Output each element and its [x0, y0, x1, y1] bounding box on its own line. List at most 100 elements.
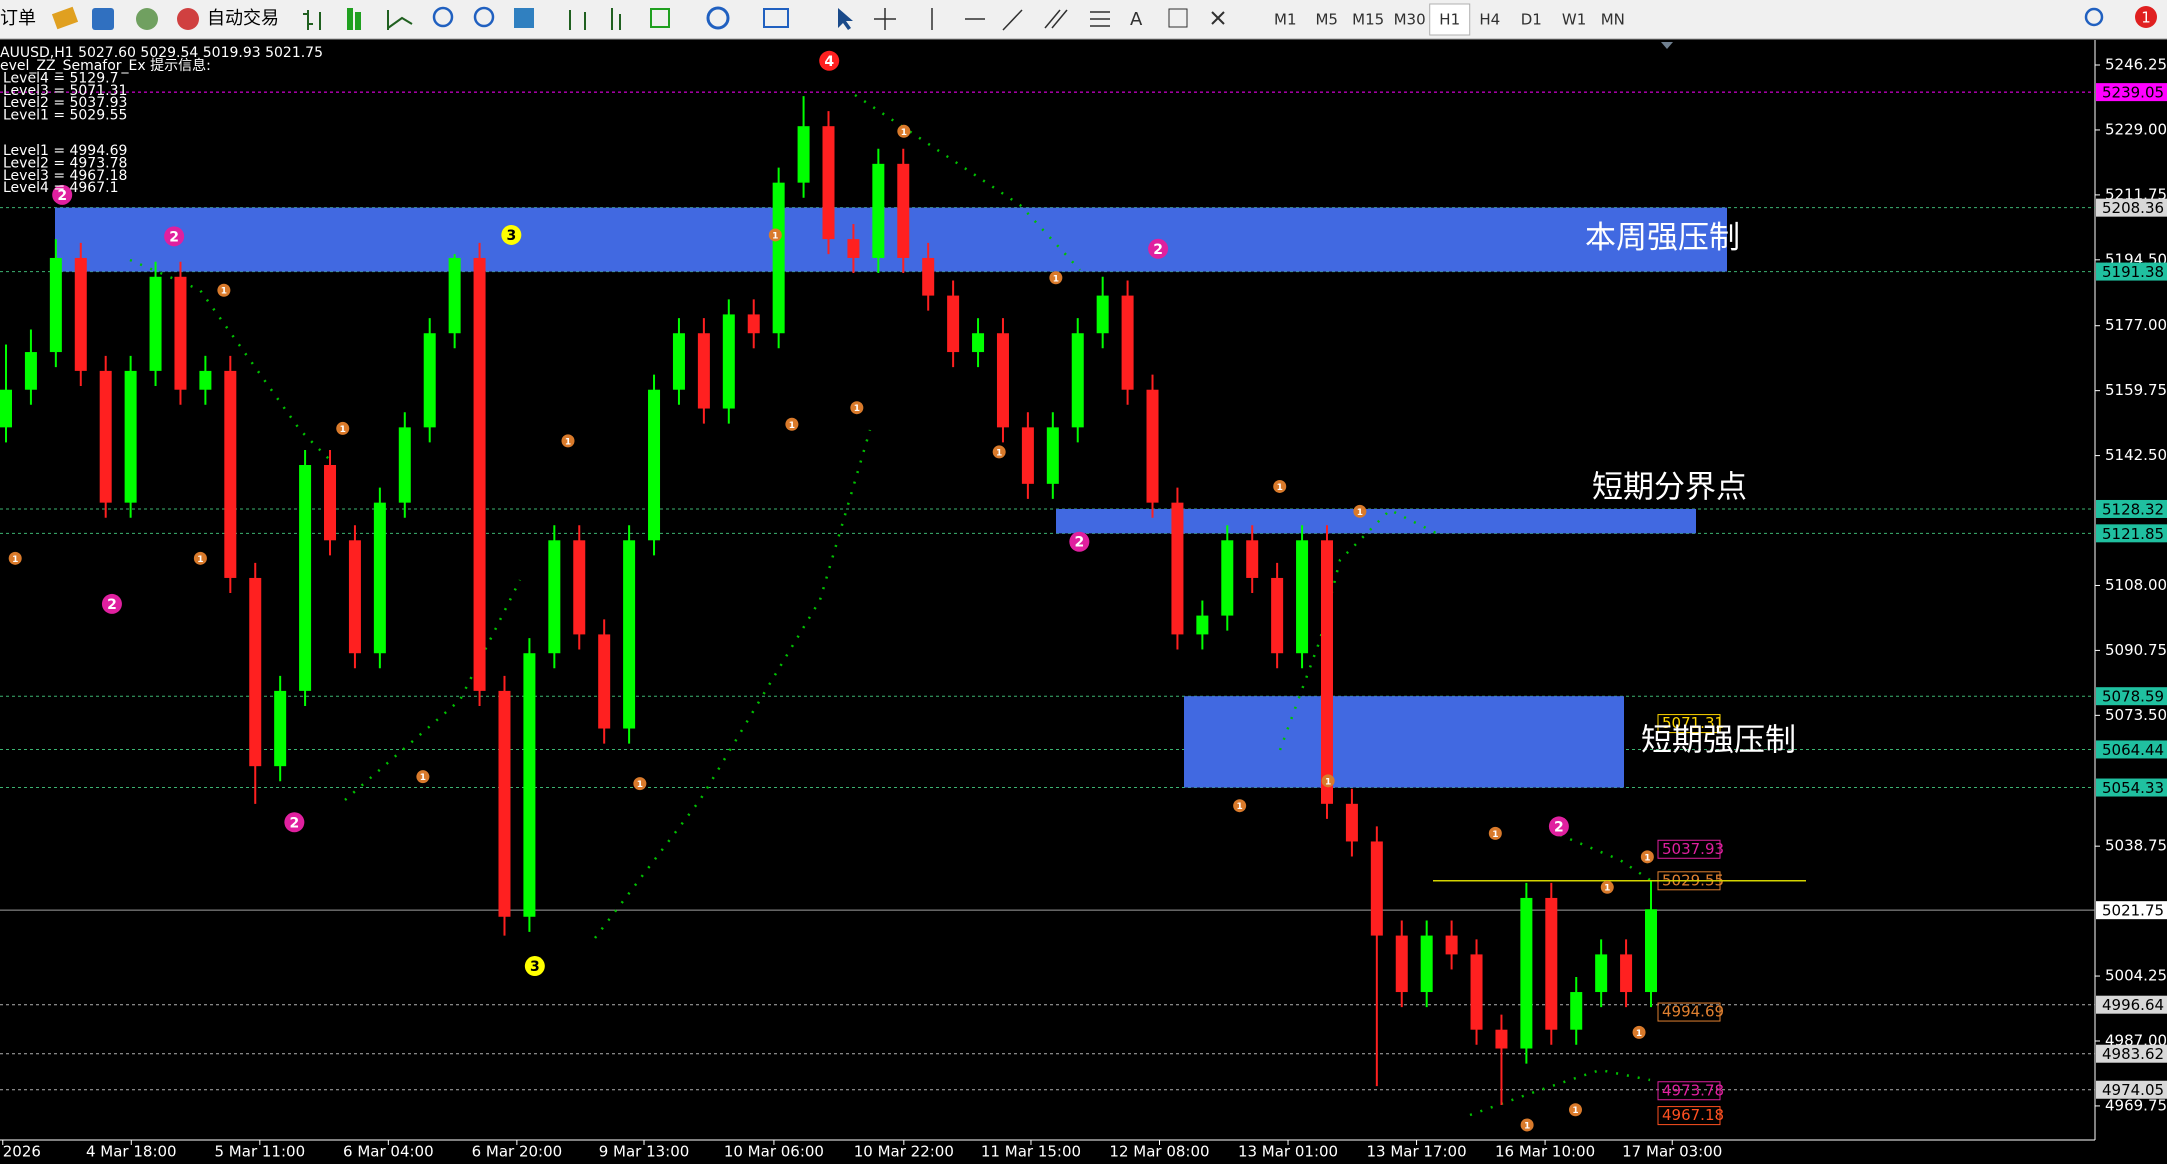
price-level-label: 5239.05: [2102, 84, 2164, 102]
price-level-box: [2096, 687, 2167, 706]
semafor-label: 1: [1644, 853, 1650, 863]
semafor-label: 1: [1237, 802, 1243, 812]
zoom-out[interactable]: [473, 6, 495, 28]
template-icon[interactable]: [763, 8, 789, 28]
arrow-tool[interactable]: [1211, 11, 1225, 25]
semafor-dot: [1273, 479, 1287, 493]
icon[interactable]: [51, 6, 79, 30]
semafor-dot: [768, 228, 782, 242]
draw-tools[interactable]: [874, 8, 1023, 31]
candle-body: [922, 257, 935, 296]
semafor-label: 1: [1636, 1029, 1642, 1039]
candle-body: [747, 314, 760, 334]
candle-body: [1096, 295, 1109, 334]
price-level-label: 5121.85: [2102, 525, 2164, 543]
period-icon[interactable]: [706, 6, 730, 30]
order-button[interactable]: 订单: [0, 8, 36, 29]
x-tick-label: 13 Mar 01:00: [1238, 1143, 1338, 1161]
autotrade-button[interactable]: 自动交易: [207, 8, 279, 29]
semafor-dot: [101, 593, 122, 614]
bar-chart-icon[interactable]: [303, 10, 321, 30]
toolbar: [0, 0, 2167, 39]
semafor-label: 2: [1074, 535, 1084, 551]
cursor-tool[interactable]: [838, 8, 853, 30]
timeframe-button[interactable]: W1: [1562, 11, 1586, 29]
semafor-dot: [992, 445, 1006, 459]
badge-count: 1: [2141, 9, 2151, 27]
timeframe-button[interactable]: M1: [1274, 11, 1297, 29]
y-tick-label: 5229.00: [2105, 120, 2167, 138]
price-level-box: [2096, 262, 2167, 281]
indicator-icon[interactable]: [650, 8, 670, 28]
trail: [1559, 833, 1651, 882]
indicator-line: Level4 = 4967.1: [3, 180, 118, 196]
semafor-dot: [193, 551, 207, 565]
timeframe-button[interactable]: MN: [1601, 11, 1625, 29]
price-level-label: 5208.36: [2102, 199, 2164, 217]
price-level-label: 5191.38: [2102, 263, 2164, 281]
candle-body: [1021, 427, 1034, 484]
candle-icon[interactable]: [347, 8, 361, 30]
icon[interactable]: [569, 8, 621, 30]
semafor-label: 4: [824, 54, 834, 70]
timeframe-button[interactable]: H4: [1479, 11, 1500, 29]
candle-body: [822, 126, 835, 240]
timeframe-button[interactable]: M15: [1352, 11, 1384, 29]
y-tick-label: 5004.25: [2105, 967, 2167, 985]
candle-body: [1395, 935, 1408, 993]
level-tag-box: [1657, 1002, 1721, 1022]
candle-body: [772, 182, 785, 334]
y-tick-label: 5090.75: [2105, 641, 2167, 659]
price-level-label: 5064.44: [2102, 741, 2164, 759]
candle-body: [1370, 841, 1383, 936]
candle-body: [947, 295, 960, 353]
timeframe-button[interactable]: D1: [1521, 11, 1542, 29]
line-icon[interactable]: [387, 10, 413, 30]
timeframe-button[interactable]: M5: [1315, 11, 1338, 29]
x-tick-label: 11 Mar 15:00: [981, 1143, 1081, 1161]
semafor-dot: [1148, 238, 1169, 259]
candle-body: [996, 333, 1009, 428]
candle-body: [1196, 615, 1209, 635]
candle-body: [972, 333, 985, 353]
semafor-label: 1: [1325, 777, 1331, 787]
semafor-label: 1: [854, 404, 860, 414]
icon[interactable]: [92, 8, 114, 30]
notification-badge[interactable]: [2135, 6, 2157, 28]
semafor-dot: [8, 551, 22, 565]
level-tag-box: [1657, 1081, 1721, 1101]
label-tool[interactable]: [1168, 8, 1188, 28]
semafor-label: 1: [221, 287, 227, 297]
text-tool-icon[interactable]: A: [1130, 9, 1143, 30]
search[interactable]: [2084, 7, 2104, 27]
price-level-label: 4974.05: [2102, 1081, 2164, 1099]
zoom-in[interactable]: [432, 6, 454, 28]
y-tick-label: 5073.50: [2105, 706, 2167, 724]
semafor-dot: [819, 50, 840, 71]
autotrade-icon[interactable]: [177, 8, 199, 30]
candle-body: [473, 257, 486, 691]
price-level-label: 5078.59: [2102, 688, 2164, 706]
y-tick-label: 5246.25: [2105, 56, 2167, 74]
tile-icon[interactable]: [514, 8, 534, 28]
semafor-dot: [1640, 850, 1654, 864]
candle-body: [523, 653, 536, 917]
candle-body: [623, 540, 636, 729]
semafor-dot: [164, 226, 185, 247]
timeframe-button[interactable]: M30: [1394, 11, 1426, 29]
shift-marker: [1661, 42, 1673, 49]
candle-body: [74, 257, 87, 371]
timeframe-button[interactable]: H1: [1439, 11, 1460, 29]
semafor-dot: [416, 770, 430, 784]
x-tick-label: 6 Mar 04:00: [343, 1143, 434, 1161]
candle-body: [1520, 897, 1533, 1049]
candle-body: [348, 540, 361, 654]
candle-body: [1221, 540, 1234, 616]
zone: [1184, 696, 1624, 788]
semafor-label: 3: [530, 959, 540, 975]
draw-tools[interactable]: [1044, 9, 1110, 29]
candle-body: [573, 540, 586, 635]
icon[interactable]: [136, 8, 158, 30]
candle-body: [1046, 427, 1059, 484]
